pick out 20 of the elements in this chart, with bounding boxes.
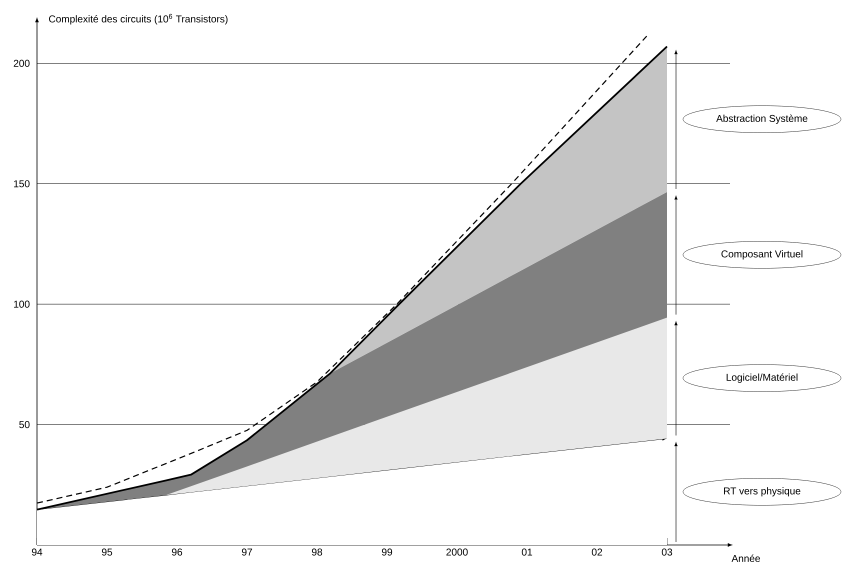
text: RT vers physique (724, 487, 800, 496)
x-tick-label: 94 (32, 548, 42, 556)
x-tick-label: 95 (102, 548, 112, 556)
y-tick-label: 150 (14, 180, 30, 188)
x-tick-label: 02 (592, 548, 602, 556)
x-tick-label: 99 (382, 548, 392, 556)
x-tick-label: 01 (522, 548, 532, 556)
y-tick-label: 200 (14, 60, 30, 67)
x-tick-label: 96 (172, 548, 182, 556)
text: Abstraction Système (716, 114, 808, 124)
y-axis-title: Complexité des circuits (10$^{6}$ Transistors) (49, 14, 228, 24)
y-tick-label: 100 (14, 300, 30, 308)
x-tick-label: 97 (242, 548, 252, 556)
x-tick-label: 03 (662, 548, 672, 556)
text: Composant Virtuel (721, 250, 802, 260)
text: Logiciel/Matériel (726, 373, 798, 383)
x-tick-label: 2000 (446, 548, 468, 556)
x-tick-label: 98 (312, 548, 322, 556)
y-tick-label: 50 (19, 421, 30, 428)
x-axis-title: Année (732, 554, 760, 562)
